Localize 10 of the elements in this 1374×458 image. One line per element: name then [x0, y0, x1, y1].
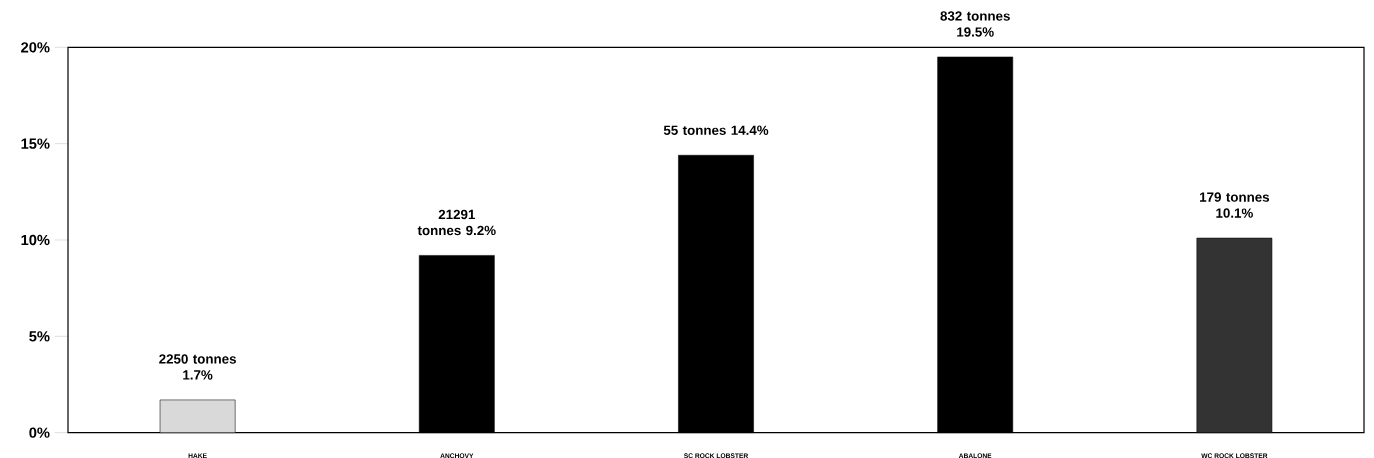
- data-label: 21291 tonnes 9.2%: [417, 209, 496, 236]
- y-tick-label: 15%: [21, 138, 50, 149]
- data-label: 2250 tonnes 1.7%: [159, 354, 236, 380]
- y-tick-label: 10%: [21, 234, 50, 246]
- data-label: 55 tonnes 14.4%: [663, 125, 769, 135]
- y-tick-label: 5%: [29, 331, 50, 342]
- data-label: 832 tonnes 19.5%: [940, 11, 1010, 37]
- y-tick-label: 0%: [29, 427, 50, 438]
- data-label: 179 tonnes 10.1%: [1200, 192, 1270, 218]
- y-tick-label: 20%: [21, 42, 50, 53]
